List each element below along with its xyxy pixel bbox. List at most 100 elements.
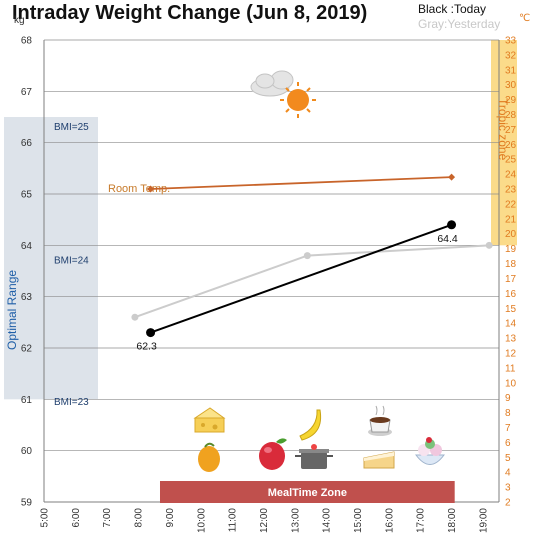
y-tick-label-right: 6 xyxy=(505,438,511,449)
y-tick-label-right: 19 xyxy=(505,244,517,255)
data-label-today: 62.3 xyxy=(136,341,157,353)
point-today xyxy=(146,328,156,338)
hot-chocolate-icon xyxy=(368,405,392,436)
cheese-icon xyxy=(193,407,226,433)
y-tick-label-right: 21 xyxy=(505,214,517,225)
banana-icon xyxy=(299,409,322,441)
x-tick-label: 19:00 xyxy=(478,508,489,533)
series-room-temp-line xyxy=(150,176,452,190)
data-label-today: 64.4 xyxy=(437,233,458,245)
legend-yesterday: Gray:Yesterday xyxy=(418,17,500,31)
y-tick-label-right: 14 xyxy=(505,319,517,330)
optimal-range-label: Optimal Range xyxy=(5,270,19,350)
y-tick-label-right: 16 xyxy=(505,289,517,300)
y-tick-label-right: 7 xyxy=(505,423,511,434)
x-axis-ticks: 5:00 6:00 7:00 8:00 9:00 10:00 11:00 12:00 13:00… xyxy=(40,508,490,533)
cloud-sun-icon xyxy=(250,70,316,118)
y-tick-label-right: 25 xyxy=(505,155,517,166)
y-tick-label-right: 10 xyxy=(505,378,517,389)
y-tick-label-right: 32 xyxy=(505,50,517,61)
x-tick-label: 17:00 xyxy=(416,508,427,533)
ice-cream-icon xyxy=(415,437,445,465)
cooking-pot-icon xyxy=(295,444,333,469)
y-tick-label-left: 59 xyxy=(21,498,33,509)
y-tick-label-right: 15 xyxy=(505,304,517,315)
left-axis-ticks: 59 60 61 62 63 64 65 66 67 68 xyxy=(21,36,33,509)
x-tick-label: 16:00 xyxy=(384,508,395,533)
y-tick-label-left: 67 xyxy=(21,87,33,98)
x-tick-label: 11:00 xyxy=(228,508,239,533)
point-room-temp xyxy=(448,173,456,181)
x-tick-label: 8:00 xyxy=(134,508,145,528)
y-tick-label-left: 64 xyxy=(21,241,33,252)
y-tick-label-left: 61 xyxy=(21,395,33,406)
series: 62.3 64.4 xyxy=(131,173,493,353)
y-tick-label-right: 11 xyxy=(505,363,516,374)
x-tick-label: 14:00 xyxy=(322,508,333,533)
mango-icon xyxy=(198,442,220,472)
y-tick-label-right: 8 xyxy=(505,408,511,419)
y-tick-label-right: 23 xyxy=(505,185,517,196)
y-tick-label-right: 24 xyxy=(505,170,517,181)
y-tick-label-left: 68 xyxy=(21,36,33,47)
cake-slice-icon xyxy=(363,451,395,469)
y-tick-label-left: 63 xyxy=(21,292,33,303)
y-tick-label-right: 27 xyxy=(505,125,517,136)
y-tick-label-right: 12 xyxy=(505,348,517,359)
y-tick-label-left: 60 xyxy=(21,446,33,457)
chart-title: Intraday Weight Change (Jun 8, 2019) xyxy=(12,2,367,24)
axes xyxy=(43,40,500,503)
optimal-range-band xyxy=(4,117,98,400)
grid-lines xyxy=(44,39,499,503)
x-tick-label: 15:00 xyxy=(353,508,364,533)
y-tick-label-right: 26 xyxy=(505,140,517,151)
y-tick-label-left: 66 xyxy=(21,138,33,149)
x-tick-label: 9:00 xyxy=(165,508,176,528)
right-axis-unit: ℃ xyxy=(519,13,530,24)
x-tick-label: 12:00 xyxy=(259,508,270,533)
y-tick-label-right: 5 xyxy=(505,453,511,464)
bmi-labels: BMI=25 BMI=24 BMI=23 xyxy=(54,122,89,408)
x-tick-label: 10:00 xyxy=(196,508,207,533)
y-tick-label-right: 29 xyxy=(505,95,517,106)
y-tick-label-left: 62 xyxy=(21,344,33,355)
y-tick-label-right: 4 xyxy=(505,468,511,479)
y-tick-label-right: 33 xyxy=(505,36,517,47)
left-axis-unit: kg xyxy=(14,15,25,26)
legend-today: Black :Today xyxy=(418,2,486,16)
right-axis-ticks: 2345678910111213141516171819202122232425… xyxy=(505,36,517,509)
y-tick-label-right: 3 xyxy=(505,483,511,494)
point-room-temp xyxy=(147,185,155,193)
apple-icon xyxy=(259,438,287,470)
y-tick-label-right: 13 xyxy=(505,334,517,345)
y-tick-label-right: 18 xyxy=(505,259,517,270)
point-yesterday xyxy=(131,313,139,321)
x-tick-label: 5:00 xyxy=(40,508,51,528)
series-yesterday-line xyxy=(134,244,490,319)
y-tick-label-right: 20 xyxy=(505,229,517,240)
meal-time-zone-label: MealTime Zone xyxy=(268,487,347,499)
x-tick-label: 13:00 xyxy=(290,508,301,533)
x-tick-label: 7:00 xyxy=(102,508,113,528)
series-today-line xyxy=(150,223,452,334)
point-today xyxy=(447,220,457,230)
point-yesterday xyxy=(303,252,311,260)
y-tick-label-right: 30 xyxy=(505,80,517,91)
bmi-label: BMI=23 xyxy=(54,397,89,408)
y-tick-label-right: 28 xyxy=(505,110,517,121)
y-tick-label-right: 17 xyxy=(505,274,517,285)
room-temp-label: Room Temp. xyxy=(108,183,170,195)
y-tick-label-right: 22 xyxy=(505,199,517,210)
bmi-label: BMI=24 xyxy=(54,256,89,267)
y-tick-label-right: 2 xyxy=(505,498,511,509)
meal-time-zone-bar xyxy=(159,481,455,503)
y-tick-label-right: 9 xyxy=(505,393,511,404)
x-tick-label: 6:00 xyxy=(71,508,82,528)
tropic-zone-label: Tropic zone xyxy=(496,98,510,161)
point-yesterday xyxy=(485,241,493,249)
x-tick-label: 18:00 xyxy=(447,508,458,533)
y-tick-label-right: 31 xyxy=(505,65,517,76)
y-tick-label-left: 65 xyxy=(21,190,33,201)
bmi-label: BMI=25 xyxy=(54,122,89,133)
